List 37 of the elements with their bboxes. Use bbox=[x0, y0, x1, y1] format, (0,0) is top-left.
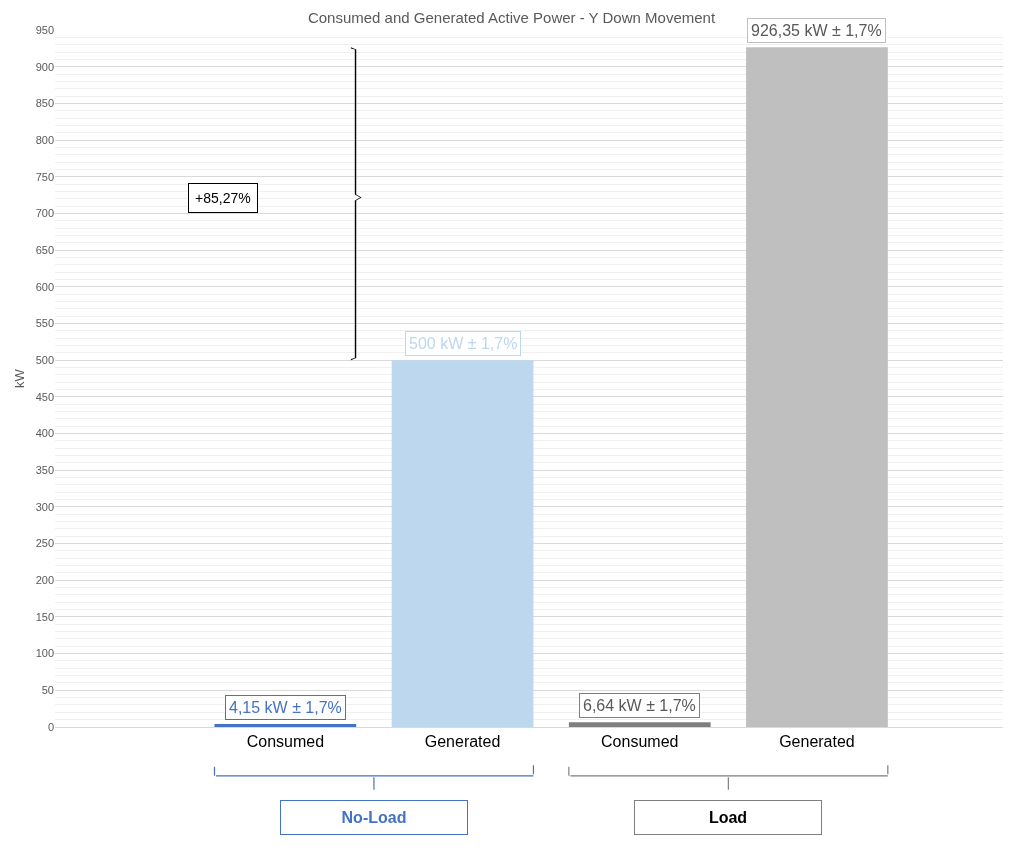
y-tick-label: 600 bbox=[35, 280, 54, 293]
text: No-Load bbox=[341, 809, 407, 826]
y-tick-label: 500 bbox=[35, 354, 54, 367]
data-label: 926,35 kW ± 1,7% bbox=[751, 22, 882, 39]
y-tick-label: 150 bbox=[35, 610, 54, 623]
y-tick-label: 400 bbox=[35, 427, 54, 440]
y-tick-label: 850 bbox=[35, 97, 54, 110]
y-tick-label: 250 bbox=[35, 537, 54, 550]
y-tick-label: 450 bbox=[35, 390, 54, 403]
y-tick-label: 800 bbox=[35, 133, 54, 146]
y-tick-label: 200 bbox=[35, 574, 54, 587]
annotation: +85,27% bbox=[195, 190, 251, 206]
bar bbox=[214, 723, 357, 727]
y-tick-label: 950 bbox=[35, 23, 54, 36]
chart-title: Consumed and Generated Active Power - Y Down Movement bbox=[307, 9, 716, 27]
y-tick-label: 300 bbox=[35, 500, 54, 513]
y-tick-label: 750 bbox=[35, 170, 54, 183]
x-tick-label: Generated bbox=[779, 733, 855, 751]
x-tick-label: Generated bbox=[424, 733, 501, 751]
y-tick-label: 350 bbox=[35, 464, 54, 477]
y-axis-title: kW bbox=[11, 368, 27, 388]
bar bbox=[568, 722, 711, 727]
data-label: 500 kW ± 1,7% bbox=[409, 335, 518, 352]
y-tick-label: 100 bbox=[35, 647, 54, 660]
y-tick-label: 550 bbox=[35, 317, 54, 330]
text: Load bbox=[708, 809, 748, 826]
y-tick-label: 900 bbox=[35, 60, 54, 73]
y-tick-label: 50 bbox=[41, 684, 54, 697]
data-label: 6,64 kW ± 1,7% bbox=[583, 697, 696, 714]
y-tick-label: 700 bbox=[35, 207, 54, 220]
data-label: 4,15 kW ± 1,7% bbox=[229, 699, 342, 716]
y-tick-label: 650 bbox=[35, 243, 54, 256]
x-tick-label: Consumed bbox=[601, 733, 679, 751]
y-tick-label: 0 bbox=[47, 720, 54, 733]
bar bbox=[391, 360, 534, 727]
bar bbox=[746, 47, 888, 727]
x-tick-label: Consumed bbox=[246, 733, 325, 751]
